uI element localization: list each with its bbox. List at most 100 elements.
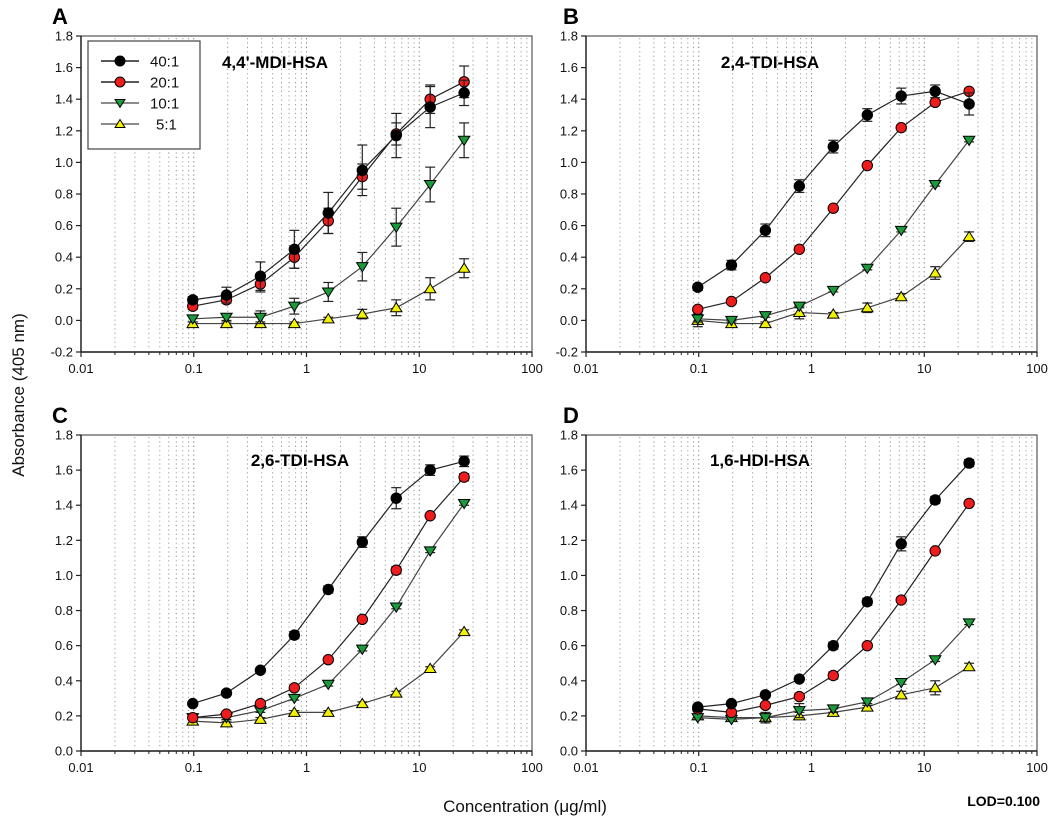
data-point <box>220 289 233 301</box>
data-point <box>725 697 738 710</box>
data-point <box>356 536 368 548</box>
data-point <box>861 596 873 608</box>
series-5-to-1 <box>691 230 976 329</box>
data-point <box>928 681 942 693</box>
data-point <box>187 697 199 710</box>
y-tick-label: -0.2 <box>51 345 73 360</box>
y-tick-label: 0.0 <box>560 313 578 328</box>
data-point <box>322 207 334 219</box>
series-20-to-1 <box>692 85 975 316</box>
data-point <box>929 85 941 98</box>
plot-frame <box>585 434 1038 752</box>
data-point <box>254 664 267 676</box>
data-point <box>895 121 907 134</box>
legend-marker <box>114 55 126 67</box>
legend-label: 10:1 <box>150 96 179 113</box>
data-point <box>759 224 772 237</box>
data-point <box>793 180 806 192</box>
data-point <box>963 497 975 510</box>
y-tick-label: 1.6 <box>55 463 73 478</box>
data-point <box>827 202 839 214</box>
data-point <box>219 312 234 324</box>
data-point <box>895 594 907 606</box>
y-tick-label: 0.0 <box>560 744 578 759</box>
y-tick-label: 0.0 <box>55 313 73 328</box>
data-point <box>457 262 471 273</box>
series-20-to-1 <box>187 471 470 724</box>
data-point <box>692 281 704 293</box>
data-point <box>457 498 471 510</box>
data-point <box>758 713 773 724</box>
y-tick-label: 0.0 <box>55 744 73 759</box>
data-point <box>457 625 471 637</box>
y-tick-label: 0.6 <box>560 218 578 233</box>
data-point <box>759 689 772 701</box>
data-point <box>322 583 334 596</box>
data-point <box>389 222 403 234</box>
series-line <box>697 90 970 288</box>
x-tick-label: 100 <box>1026 361 1048 376</box>
data-point <box>928 655 942 666</box>
data-point <box>962 618 976 629</box>
data-point <box>186 314 200 325</box>
grid <box>619 38 1033 350</box>
data-point <box>758 311 773 322</box>
y-tick-label: 0.6 <box>55 218 73 233</box>
data-point <box>894 688 908 700</box>
y-tick-label: 1.0 <box>560 568 578 583</box>
series-40-to-1 <box>692 457 975 713</box>
x-tick-label: 10 <box>917 760 931 775</box>
data-point <box>321 312 335 324</box>
data-point <box>355 697 369 709</box>
y-tick-label: 1.2 <box>55 533 73 548</box>
y-tick-label: 0.6 <box>55 638 73 653</box>
data-point <box>827 140 839 153</box>
y-tick-label: 1.8 <box>560 29 578 44</box>
data-point <box>929 494 941 506</box>
legend: 40:1 20:1 10:1 5:1 <box>87 40 201 150</box>
data-point <box>287 706 301 717</box>
x-tick-label: 0.1 <box>690 361 708 376</box>
data-point <box>288 243 301 256</box>
data-point <box>254 270 267 282</box>
lod-annotation: LOD=0.100 <box>967 793 1040 809</box>
data-point <box>187 711 199 724</box>
data-point <box>423 282 437 294</box>
data-point <box>826 285 840 297</box>
data-point <box>929 96 941 109</box>
x-tick-label: 1 <box>303 760 310 775</box>
y-tick-label: -0.2 <box>556 345 578 360</box>
y-tick-label: 0.8 <box>560 603 578 618</box>
data-point <box>355 644 369 656</box>
data-point <box>928 180 942 191</box>
panel-title: 2,4-TDI-HSA <box>721 53 819 72</box>
y-tick-label: 0.4 <box>560 250 578 265</box>
data-point <box>424 464 436 476</box>
data-point <box>389 686 403 698</box>
data-point <box>220 687 233 699</box>
data-point <box>288 682 301 694</box>
data-point <box>287 693 301 705</box>
panel-letter: C <box>52 403 68 428</box>
panel-a: -0.2 0.0 0.2 0.4 0.6 0.8 1.0 1.2 1.4 1.6 1.8 0.01 0.… <box>51 4 543 376</box>
series-40-to-1 <box>187 455 470 710</box>
data-point <box>928 266 942 278</box>
series-20-to-1 <box>692 497 975 719</box>
x-tick-label: 0.1 <box>185 760 203 775</box>
x-tick-label: 10 <box>412 361 426 376</box>
x-tick-label: 1 <box>808 361 815 376</box>
data-point <box>793 690 806 703</box>
panel-letter: A <box>52 4 68 29</box>
data-point <box>356 164 368 177</box>
x-tick-label: 100 <box>521 760 543 775</box>
data-point <box>894 225 908 237</box>
y-tick-label: 0.8 <box>55 603 73 618</box>
legend-marker <box>114 99 126 109</box>
data-point <box>390 129 402 142</box>
y-tick-label: 0.8 <box>55 187 73 202</box>
y-tick-label: 1.0 <box>55 155 73 170</box>
x-tick-label: 100 <box>1026 760 1048 775</box>
legend-entry: 20:1 <box>101 75 179 92</box>
data-point <box>725 259 738 271</box>
x-tick-label: 10 <box>412 760 426 775</box>
